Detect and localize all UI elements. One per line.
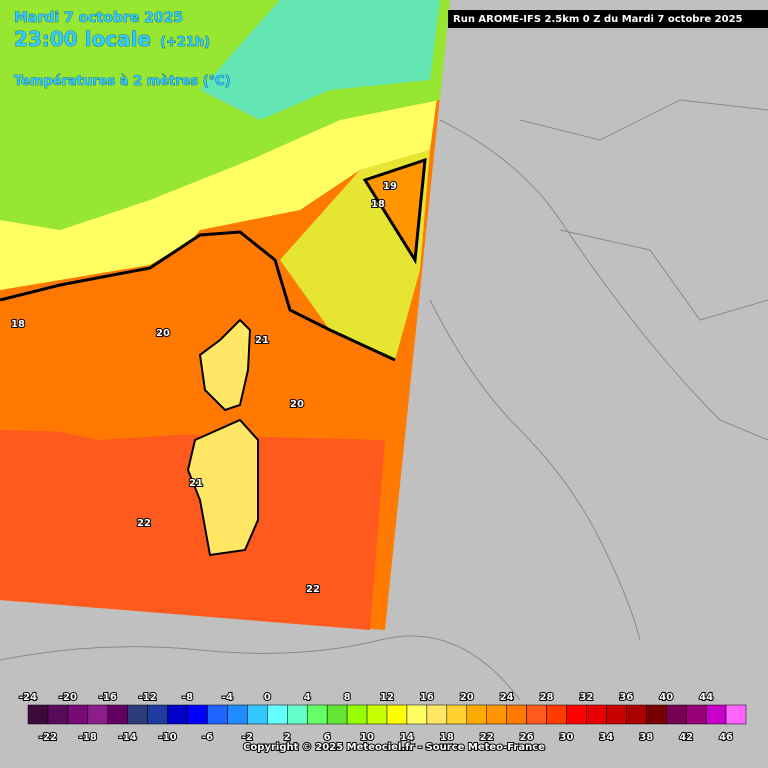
colorbar-label: 18 bbox=[440, 732, 454, 743]
colorbar-label: 44 bbox=[699, 692, 713, 703]
color-swatch bbox=[626, 704, 647, 725]
color-swatch bbox=[366, 704, 388, 725]
colorbar-label: 32 bbox=[579, 692, 593, 703]
color-swatch bbox=[446, 704, 468, 725]
color-swatch bbox=[47, 704, 69, 725]
contour-label: 20 bbox=[156, 328, 170, 339]
contour-label: 22 bbox=[137, 518, 151, 529]
color-swatch bbox=[287, 704, 308, 725]
contour-label: 18 bbox=[371, 199, 385, 210]
color-swatch bbox=[326, 704, 348, 725]
colorbar-label: 16 bbox=[420, 692, 434, 703]
colorbar-label: 12 bbox=[380, 692, 394, 703]
alps-zone bbox=[200, 0, 440, 120]
colorbar-label: 4 bbox=[304, 692, 311, 703]
color-swatch bbox=[247, 704, 268, 725]
sardinia bbox=[186, 418, 259, 557]
color-swatch bbox=[646, 704, 667, 725]
color-swatch bbox=[725, 704, 747, 725]
colorbar-label: -12 bbox=[139, 692, 157, 703]
color-swatch bbox=[705, 704, 727, 725]
colorbar-label: 20 bbox=[460, 692, 474, 703]
copyright: Copyright © 2025 Meteociel.fr - Source M… bbox=[243, 742, 545, 753]
date: Mardi 7 octobre 2025 bbox=[14, 10, 183, 26]
borders bbox=[0, 99, 768, 701]
contour-label: 19 bbox=[383, 181, 397, 192]
parameter: Températures à 2 mètres (°C) bbox=[14, 74, 231, 89]
contour-label: 22 bbox=[306, 584, 320, 595]
color-swatch bbox=[127, 704, 148, 725]
warm-sea bbox=[0, 430, 385, 630]
colorbar-label: 40 bbox=[659, 692, 673, 703]
colorbar-label: 22 bbox=[480, 732, 494, 743]
colorbar-label: 24 bbox=[500, 692, 514, 703]
color-swatch bbox=[306, 704, 328, 725]
colorbar-label: 38 bbox=[639, 732, 653, 743]
colorbar-label: -2 bbox=[242, 732, 253, 743]
colorbar-label: 14 bbox=[400, 732, 414, 743]
colorbar-label: 10 bbox=[360, 732, 374, 743]
colorbar-label: 8 bbox=[344, 692, 351, 703]
color-swatch bbox=[486, 704, 507, 725]
color-swatch bbox=[566, 704, 587, 725]
run-box bbox=[448, 10, 768, 28]
colorbar-label: -16 bbox=[99, 692, 117, 703]
color-swatch bbox=[426, 704, 448, 725]
colorbar-label: 6 bbox=[324, 732, 331, 743]
colorbar-label: -18 bbox=[79, 732, 97, 743]
contour-label: 20 bbox=[290, 399, 304, 410]
sea-zone bbox=[0, 235, 395, 440]
colorbar-label: 42 bbox=[679, 732, 693, 743]
color-swatch bbox=[207, 704, 228, 725]
colorbar-label: 34 bbox=[599, 732, 613, 743]
lead: (+21h) bbox=[160, 35, 210, 50]
contour-label: 21 bbox=[189, 478, 203, 489]
colorbar-label: -14 bbox=[119, 732, 137, 743]
adriatic bbox=[362, 157, 427, 265]
colorbar-label: -8 bbox=[182, 692, 193, 703]
time: 23:00 locale bbox=[14, 27, 151, 51]
contour-label: 21 bbox=[255, 335, 269, 346]
colorbar-label: -20 bbox=[59, 692, 77, 703]
color-swatch bbox=[665, 704, 687, 725]
coastline bbox=[0, 230, 396, 362]
color-swatch bbox=[87, 704, 109, 725]
colorbar-label: -24 bbox=[19, 692, 37, 703]
corsica bbox=[198, 318, 252, 412]
color-swatch bbox=[526, 704, 547, 725]
color-swatch bbox=[147, 704, 168, 725]
colorbar-label: -22 bbox=[39, 732, 57, 743]
color-swatch bbox=[685, 704, 707, 725]
color-swatch bbox=[466, 704, 487, 725]
color-swatch bbox=[346, 704, 368, 725]
color-swatch bbox=[67, 704, 89, 725]
color-swatch bbox=[107, 704, 128, 725]
colorbar-label: -10 bbox=[159, 732, 177, 743]
contour-label: 18 bbox=[11, 319, 25, 330]
color-swatch bbox=[386, 704, 408, 725]
color-swatch bbox=[227, 704, 248, 725]
color-swatch bbox=[606, 704, 627, 725]
color-swatch bbox=[27, 704, 49, 725]
colorbar-label: 0 bbox=[264, 692, 271, 703]
run-info: Run AROME-IFS 2.5km 0 Z du Mardi 7 octob… bbox=[453, 14, 743, 25]
colorbar-label: 28 bbox=[540, 692, 554, 703]
colorbar-label: 46 bbox=[719, 732, 733, 743]
colorbar-label: -6 bbox=[202, 732, 213, 743]
colorbar-label: 36 bbox=[619, 692, 633, 703]
color-swatch bbox=[167, 704, 188, 725]
colorbar-label: 26 bbox=[520, 732, 534, 743]
colorbar-label: 30 bbox=[560, 732, 574, 743]
color-swatch bbox=[546, 704, 567, 725]
colorbar-label: 2 bbox=[284, 732, 291, 743]
color-swatch bbox=[267, 704, 288, 725]
colorbar-label: -4 bbox=[222, 692, 233, 703]
color-swatch bbox=[586, 704, 607, 725]
color-swatch bbox=[506, 704, 527, 725]
color-swatch bbox=[187, 704, 208, 725]
color-swatch bbox=[406, 704, 428, 725]
